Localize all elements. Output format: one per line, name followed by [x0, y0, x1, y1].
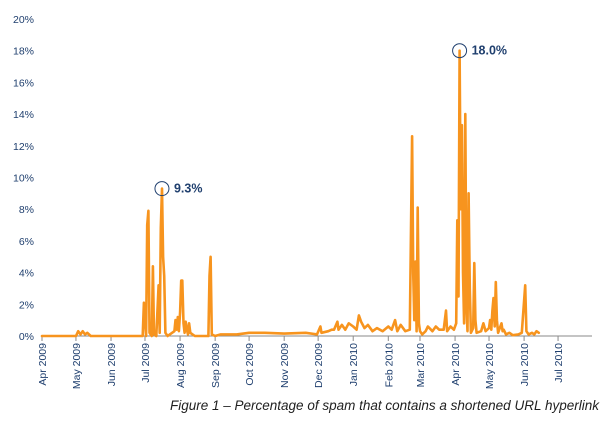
- x-tick-label: Nov 2009: [279, 343, 291, 388]
- peak-marker-circle: [452, 43, 468, 59]
- peak-value-label: 9.3%: [174, 182, 203, 196]
- figure-caption: Figure 1 – Percentage of spam that conta…: [169, 398, 599, 413]
- x-tick-label: Jul 2009: [140, 343, 152, 383]
- x-tick-label: Mar 2010: [415, 343, 427, 388]
- y-tick-label: 16%: [13, 77, 34, 89]
- x-tick-label: Feb 2010: [383, 343, 395, 388]
- x-tick-label: Apr 2009: [37, 343, 49, 386]
- y-tick-label: 12%: [13, 141, 34, 153]
- x-axis-tick-marks: [41, 336, 559, 341]
- y-axis-tick-labels: 0% 2% 4% 6% 8% 10% 12% 14% 16% 18% 20%: [13, 14, 34, 343]
- x-tick-label: Jun 2009: [106, 343, 118, 386]
- y-tick-label: 18%: [13, 46, 34, 58]
- peak-marker-circle: [154, 181, 170, 197]
- y-tick-label: 2%: [19, 299, 34, 311]
- x-tick-label: Apr 2010: [450, 343, 462, 386]
- y-tick-label: 8%: [19, 204, 34, 216]
- peak-value-label: 18.0%: [472, 44, 507, 58]
- x-tick-label: Jul 2010: [553, 343, 565, 383]
- y-tick-label: 14%: [13, 109, 34, 121]
- x-tick-label: Dec 2009: [313, 343, 325, 388]
- x-tick-label: May 2010: [484, 343, 496, 389]
- peak-annotations: 9.3% 18.0%: [154, 43, 507, 197]
- x-tick-label: May 2009: [71, 343, 83, 389]
- x-axis-tick-labels: Apr 2009 May 2009 Jun 2009 Jul 2009 Aug 2009…: [37, 343, 565, 389]
- x-tick-label: Sep 2009: [210, 343, 222, 388]
- x-tick-label: Oct 2009: [244, 343, 256, 386]
- x-tick-label: Jan 2010: [348, 343, 360, 386]
- y-tick-label: 4%: [19, 268, 34, 280]
- y-tick-label: 6%: [19, 236, 34, 248]
- series-line: [40, 49, 541, 338]
- y-tick-label: 20%: [13, 14, 34, 26]
- x-tick-label: Aug 2009: [175, 343, 187, 388]
- y-tick-label: 10%: [13, 173, 34, 185]
- y-tick-label: 0%: [19, 331, 34, 343]
- x-tick-label: Jun 2010: [519, 343, 531, 386]
